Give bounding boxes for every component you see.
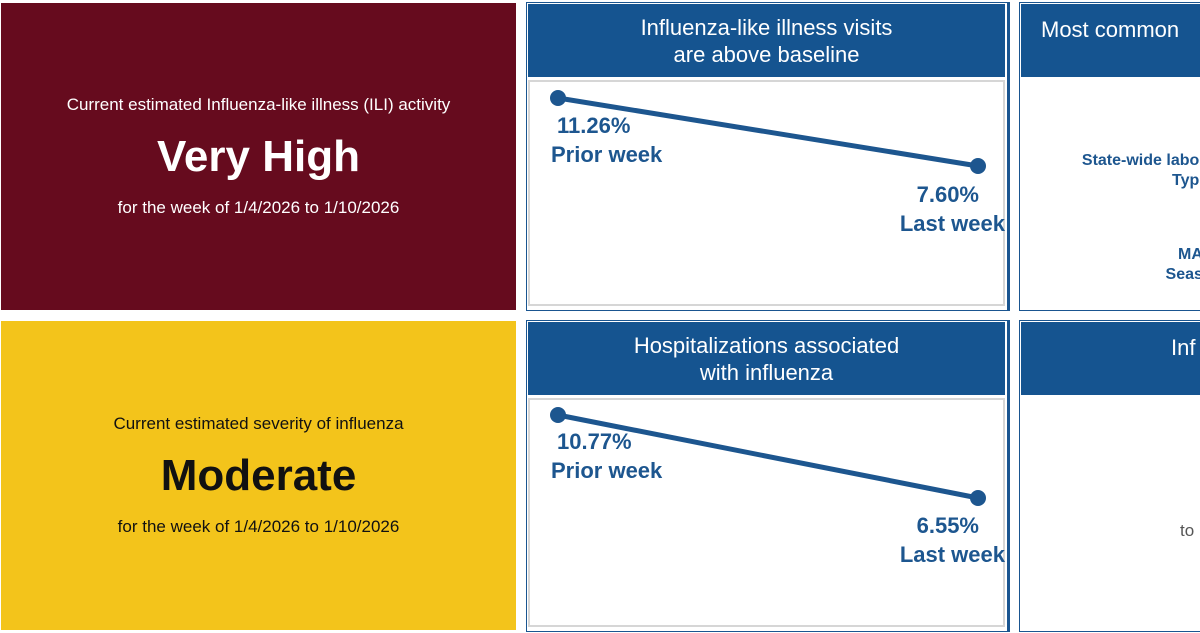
prior-week-text: Prior week bbox=[551, 142, 663, 167]
statewide-lab-line2: Typ bbox=[1172, 172, 1200, 189]
ili-activity-lead: Current estimated Influenza-like illness… bbox=[66, 95, 451, 115]
season-text: MA Seas bbox=[1156, 245, 1200, 285]
ili-visits-title-line1: Influenza-like illness visits bbox=[640, 14, 893, 40]
last-week-value: 7.60% bbox=[916, 182, 979, 207]
last-week-text: Last week bbox=[899, 211, 1005, 236]
last-week-value: 6.55% bbox=[916, 513, 979, 538]
hospitalizations-header: Hospitalizations associated with influen… bbox=[528, 322, 1005, 395]
trend-line bbox=[555, 412, 981, 501]
last-week-point[interactable] bbox=[970, 490, 986, 506]
ili-visits-panel: Influenza-like illness visits are above … bbox=[526, 2, 1010, 311]
panel-edge bbox=[1007, 3, 1009, 310]
ili-visits-chart-area bbox=[528, 80, 1005, 306]
ili-activity-level: Very High bbox=[157, 132, 360, 182]
prior-week-point[interactable] bbox=[550, 90, 566, 106]
prior-week-point[interactable] bbox=[550, 407, 566, 423]
prior-week-label: 11.26% Prior week bbox=[551, 111, 662, 169]
season-line2: Seas bbox=[1165, 266, 1200, 283]
severity-card: Current estimated severity of influenza … bbox=[1, 321, 516, 630]
hospitalizations-panel: Hospitalizations associated with influen… bbox=[526, 320, 1010, 632]
last-week-label: 6.55% Last week bbox=[900, 511, 1005, 569]
prior-week-label: 10.77% Prior week bbox=[551, 427, 662, 485]
ili-activity-date-range: for the week of 1/4/2026 to 1/10/2026 bbox=[117, 197, 400, 217]
most-common-title: Most common bbox=[1041, 17, 1180, 42]
inf-partial-text: to bbox=[1180, 521, 1195, 540]
trend-line bbox=[555, 95, 981, 169]
most-common-strain-panel: Most common State-wide labo Typ MA Seas bbox=[1019, 2, 1200, 311]
severity-level: Moderate bbox=[160, 451, 357, 501]
prior-week-value: 11.26% bbox=[557, 113, 631, 138]
prior-week-value: 10.77% bbox=[557, 429, 632, 454]
last-week-point[interactable] bbox=[970, 158, 986, 174]
inf-title: Inf bbox=[1171, 335, 1196, 360]
panel-edge bbox=[1007, 321, 1009, 631]
season-line1: MA bbox=[1178, 246, 1200, 263]
inf-header: Inf bbox=[1021, 322, 1200, 395]
hospitalizations-title-line1: Hospitalizations associated bbox=[633, 332, 900, 358]
severity-lead: Current estimated severity of influenza bbox=[113, 414, 404, 434]
statewide-lab-text: State-wide labo Typ bbox=[1062, 151, 1199, 191]
hospitalizations-chart-area bbox=[528, 398, 1005, 627]
ili-visits-header: Influenza-like illness visits are above … bbox=[528, 4, 1005, 77]
ili-visits-line-chart bbox=[550, 90, 986, 174]
inf-panel: Inf to bbox=[1019, 320, 1200, 632]
hospitalizations-line-chart bbox=[550, 407, 986, 506]
last-week-text: Last week bbox=[899, 542, 1005, 567]
hospitalizations-title-line2: with influenza bbox=[699, 359, 834, 385]
statewide-lab-line1: State-wide labo bbox=[1081, 152, 1200, 169]
most-common-header: Most common bbox=[1021, 4, 1200, 77]
prior-week-text: Prior week bbox=[551, 458, 663, 483]
last-week-label: 7.60% Last week bbox=[900, 180, 1005, 238]
ili-visits-title-line2: are above baseline bbox=[673, 41, 860, 67]
severity-date-range: for the week of 1/4/2026 to 1/10/2026 bbox=[117, 516, 400, 536]
ili-activity-card: Current estimated Influenza-like illness… bbox=[1, 3, 516, 310]
